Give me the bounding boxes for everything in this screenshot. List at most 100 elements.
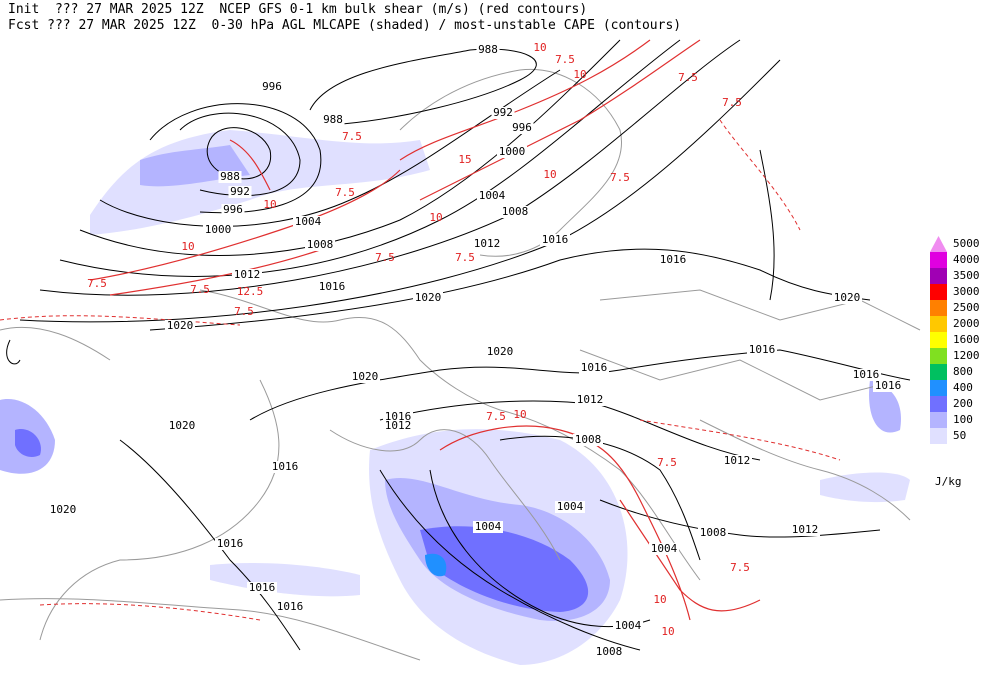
- label-background: [232, 269, 262, 281]
- colorbar-label: 2000: [953, 317, 980, 330]
- header-line: Fcst ??? 27 MAR 2025 12Z 0-30 hPa AGL ML…: [8, 18, 681, 33]
- label-background: [477, 190, 507, 202]
- shear-label: 10: [263, 198, 276, 211]
- label-background: [873, 380, 903, 392]
- label-background: [500, 206, 530, 218]
- shear-label: 7.5: [486, 410, 506, 423]
- label-background: [510, 122, 534, 134]
- label-background: [203, 224, 233, 236]
- isobar-label: 1004: [651, 542, 678, 555]
- colorbar-label: 50: [953, 429, 966, 442]
- isobars: [6, 39, 911, 651]
- label-background: [790, 524, 820, 536]
- isobar-label: 1004: [615, 619, 642, 632]
- isobar-label: 992: [230, 185, 250, 198]
- isobar-label: 1000: [205, 223, 232, 236]
- isobar-label: 1008: [575, 433, 602, 446]
- colorbar-swatch: [930, 380, 947, 396]
- isobar-label: 996: [512, 121, 532, 134]
- shear-label: 7.5: [375, 251, 395, 264]
- legend-unit: J/kg: [935, 475, 962, 488]
- label-background: [658, 254, 688, 266]
- shear-label: 7.5: [610, 171, 630, 184]
- isobar-label: 1016: [749, 343, 776, 356]
- shear-label: 7.5: [730, 561, 750, 574]
- shear-contours: [0, 39, 841, 621]
- isobar-label: 1020: [487, 345, 514, 358]
- shear-label: 7.5: [678, 71, 698, 84]
- label-background: [473, 521, 503, 533]
- shear-label: 10: [543, 168, 556, 181]
- label-background: [260, 81, 284, 93]
- label-background: [321, 114, 345, 126]
- label-background: [579, 362, 609, 374]
- colorbar-swatch: [930, 284, 947, 300]
- label-background: [221, 204, 245, 216]
- label-background: [305, 239, 335, 251]
- shear-label: 7.5: [335, 186, 355, 199]
- isobar-label: 1012: [474, 237, 501, 250]
- colorbar-arrow: [930, 236, 947, 252]
- colorbar-label: 4000: [953, 253, 980, 266]
- label-background: [594, 646, 624, 658]
- label-background: [832, 292, 862, 304]
- label-background: [485, 346, 515, 358]
- isobar-label: 1008: [307, 238, 334, 251]
- isobar-label: 1020: [167, 319, 194, 332]
- colorbar-label: 400: [953, 381, 973, 394]
- isobar-label: 1000: [499, 145, 526, 158]
- colorbar-swatch: [930, 332, 947, 348]
- isobar-label: 996: [262, 80, 282, 93]
- isobar-label: 1008: [596, 645, 623, 658]
- shear-label: 10: [653, 593, 666, 606]
- colorbar-swatch: [930, 348, 947, 364]
- label-background: [228, 186, 252, 198]
- label-background: [851, 369, 881, 381]
- isobar-label: 1020: [50, 503, 77, 516]
- colorbar-swatch: [930, 300, 947, 316]
- shear-label: 7.5: [87, 277, 107, 290]
- isobar-label: 992: [493, 106, 513, 119]
- isobar-label: 1016: [319, 280, 346, 293]
- isobar-label: 1016: [385, 410, 412, 423]
- shear-label: 10: [181, 240, 194, 253]
- label-background: [555, 501, 585, 513]
- coastlines: [0, 68, 921, 661]
- colorbar-label: 3500: [953, 269, 980, 282]
- isobar-label: 988: [220, 170, 240, 183]
- isobar-label: 1012: [385, 419, 412, 432]
- label-background: [247, 582, 277, 594]
- label-background: [215, 538, 245, 550]
- isobar-label: 988: [323, 113, 343, 126]
- label-background: [497, 146, 527, 158]
- shear-label: 7.5: [455, 251, 475, 264]
- isobar-label: 1016: [875, 379, 902, 392]
- label-background: [293, 216, 323, 228]
- colorbar-swatch: [930, 396, 947, 412]
- colorbar-label: 100: [953, 413, 973, 426]
- colorbar-swatch: [930, 364, 947, 380]
- colorbar-label: 5000: [953, 237, 980, 250]
- isobar-label: 1020: [415, 291, 442, 304]
- isobar-label: 1016: [581, 361, 608, 374]
- colorbar-swatch: [930, 316, 947, 332]
- label-background: [573, 434, 603, 446]
- isobar-label: 1004: [557, 500, 584, 513]
- isobar-label: 996: [223, 203, 243, 216]
- label-background: [167, 420, 197, 432]
- contour-labels: 988 996 988 992 996 988 992 996 1000 1004 1008 1000…: [48, 41, 903, 658]
- colorbar-label: 3000: [953, 285, 980, 298]
- shear-label: 10: [573, 68, 586, 81]
- isobar-label: 1012: [234, 268, 261, 281]
- isobar-label: 1004: [295, 215, 322, 228]
- label-background: [476, 44, 500, 56]
- shear-label: 12.5: [237, 285, 264, 298]
- isobar-label: 1020: [352, 370, 379, 383]
- label-background: [491, 107, 515, 119]
- shear-label: 10: [429, 211, 442, 224]
- shear-label: 7.5: [234, 305, 254, 318]
- isobar-label: 1016: [542, 233, 569, 246]
- label-background: [165, 320, 195, 332]
